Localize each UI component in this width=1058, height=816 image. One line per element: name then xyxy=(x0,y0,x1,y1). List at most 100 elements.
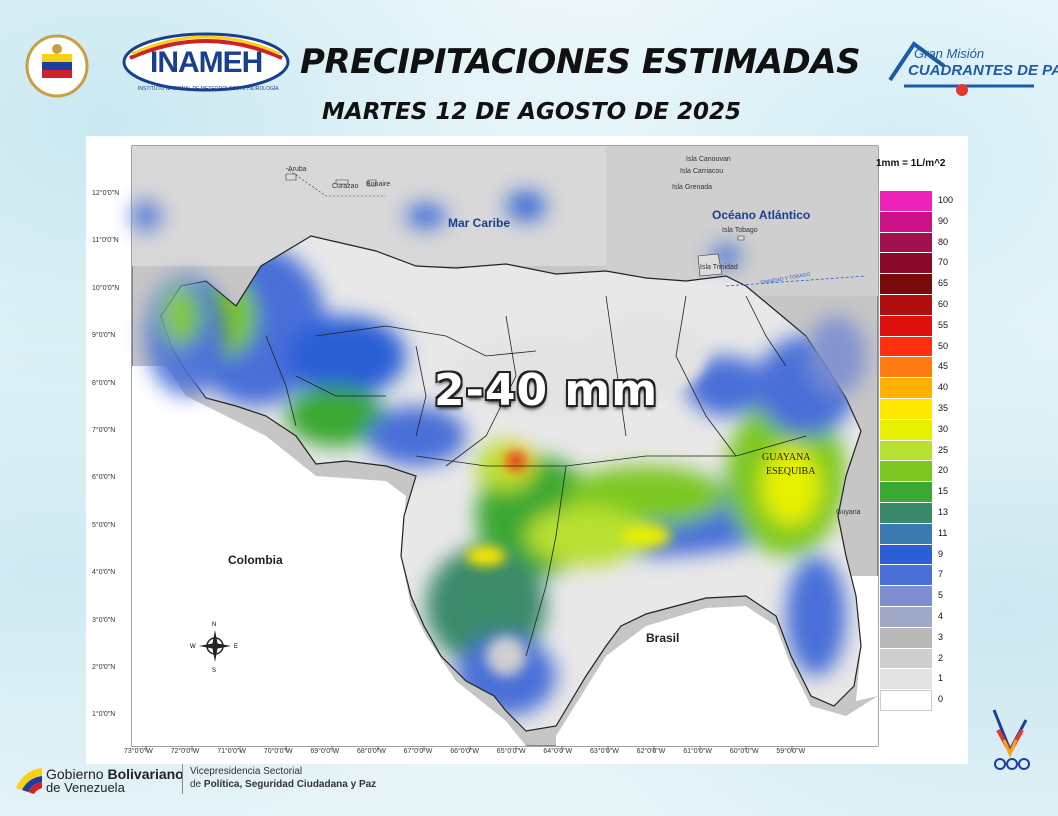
legend-label: 55 xyxy=(938,319,949,330)
legend-swatch xyxy=(880,482,932,503)
page-title: PRECIPITACIONES ESTIMADAS xyxy=(300,42,861,82)
legend-swatch xyxy=(880,648,932,670)
legend-swatch xyxy=(880,357,932,379)
footer-government: Gobierno Bolivariano de Venezuela Vicepr… xyxy=(14,760,394,800)
inameh-logo: INAMEH INSTITUTO NACIONAL DE METEOROLOGÍ… xyxy=(120,28,292,94)
legend-label: 4 xyxy=(938,610,944,621)
legend-label: 15 xyxy=(938,486,949,497)
legend-label: 80 xyxy=(938,236,949,247)
legend-item: 90 xyxy=(880,211,964,233)
legend-item: 13 xyxy=(880,502,964,524)
legend-label: 7 xyxy=(938,569,944,580)
legend-label: 25 xyxy=(938,444,949,455)
latitude-tick-label: 2°0'0"N xyxy=(92,664,116,671)
longitude-tick-label: 72°0'0"W xyxy=(170,748,200,755)
legend-swatch xyxy=(880,294,932,316)
legend-item: 9 xyxy=(880,544,964,566)
legend-item: 100 xyxy=(880,191,964,212)
legend-item: 15 xyxy=(880,482,964,503)
legend-label: 20 xyxy=(938,465,949,476)
latitude-tick-label: 5°0'0"N xyxy=(92,521,116,529)
legend-swatch xyxy=(880,253,932,275)
legend-item: 35 xyxy=(880,398,964,420)
longitude-tick-label: 68°0'0"W xyxy=(357,748,386,755)
vice-line2: de Política, Seguridad Ciudadana y Paz xyxy=(190,779,377,790)
legend-swatch xyxy=(880,398,932,420)
legend-item: 60 xyxy=(880,294,964,316)
legend-swatch xyxy=(880,191,932,212)
legend-item: 20 xyxy=(880,461,964,483)
latitude-tick-label: 10°0'0"N xyxy=(92,284,120,292)
latitude-tick-label: 1°0'0"N xyxy=(92,711,116,719)
legend-swatch xyxy=(880,690,932,711)
inameh-logo-text: INAMEH xyxy=(150,46,263,79)
legend-swatch xyxy=(880,232,932,254)
legend-swatch xyxy=(880,544,932,566)
legend-item: 5 xyxy=(880,586,964,607)
label-esequiba: ESEQUIBA xyxy=(766,466,816,477)
vice-line1: Vicepresidencia Sectorial xyxy=(190,766,303,777)
legend-item: 80 xyxy=(880,232,964,254)
precipitation-map: 1mm = 1L/m^2 xyxy=(86,136,968,764)
legend-item: 55 xyxy=(880,315,964,337)
longitude-tick-label: 67°0'0"W xyxy=(403,748,433,755)
latitude-tick-label: 6°0'0"N xyxy=(92,474,116,482)
longitude-tick-label: 63°0'0"W xyxy=(590,748,619,755)
legend-swatch xyxy=(880,565,932,587)
unit-label: 1mm = 1L/m^2 xyxy=(876,158,946,169)
legend-item: 25 xyxy=(880,440,964,462)
latitude-tick-label: 4°0'0"N xyxy=(92,569,116,577)
legend-label: 1 xyxy=(938,673,944,684)
longitude-tick-label: 61°0'0"W xyxy=(683,748,712,755)
longitude-tick-label: 65°0'0"W xyxy=(496,748,526,755)
estimate-range-text: 2-40 mm xyxy=(434,365,659,416)
legend-item: 1 xyxy=(880,669,964,691)
longitude-tick-label: 73°0'0"W xyxy=(124,748,153,755)
legend-item: 7 xyxy=(880,565,964,587)
label-curazao: Curazao xyxy=(332,183,359,190)
legend-swatch xyxy=(880,211,932,233)
right-logo-line1: Gran Misión xyxy=(914,46,985,61)
legend-label: 30 xyxy=(938,423,949,434)
page-subtitle: MARTES 12 DE AGOSTO DE 2025 xyxy=(322,99,742,125)
label-oceano-atlantico: Océano Atlántico xyxy=(712,208,811,222)
inameh-logo-subtext: INSTITUTO NACIONAL DE METEOROLOGÍA E HID… xyxy=(138,86,279,92)
compass-rose-icon: N S E W xyxy=(190,622,238,674)
longitude-tick-label: 71°0'0"W xyxy=(217,748,246,755)
legend-item: 40 xyxy=(880,378,964,399)
compass-e: E xyxy=(234,644,238,650)
legend-label: 40 xyxy=(938,382,949,393)
label-isla-trinidad: Isla Trinidad xyxy=(700,264,738,271)
legend-item: 45 xyxy=(880,357,964,379)
label-mar-caribe: Mar Caribe xyxy=(448,216,511,230)
legend-label: 90 xyxy=(938,215,949,226)
latitude-tick-label: 8°0'0"N xyxy=(92,379,116,387)
map-canvas xyxy=(131,145,879,752)
right-logo-line2: CUADRANTES DE PAZ xyxy=(908,62,1058,79)
legend-label: 65 xyxy=(938,278,949,289)
label-isla-canouvan: Isla Canouvan xyxy=(686,156,731,163)
legend-label: 13 xyxy=(938,506,949,517)
longitude-tick-label: 62°0'0"W xyxy=(636,748,666,755)
legend-swatch xyxy=(880,461,932,483)
label-guyana: Guyana xyxy=(836,509,861,516)
latitude-tick-label: 9°0'0"N xyxy=(92,332,116,340)
legend-swatch xyxy=(880,336,932,358)
gov-line2: de Venezuela xyxy=(46,780,125,795)
legend-label: 60 xyxy=(938,298,949,309)
legend-swatch xyxy=(880,274,932,295)
label-isla-carriacou: Isla Carriacou xyxy=(680,168,724,175)
legend-item: 0 xyxy=(880,690,964,711)
legend-item: 70 xyxy=(880,253,964,275)
legend-swatch xyxy=(880,627,932,649)
longitude-tick-label: 60°0'0"W xyxy=(729,748,759,755)
legend-label: 2 xyxy=(938,652,944,663)
legend-label: 5 xyxy=(938,590,944,601)
label-aruba: Aruba xyxy=(288,166,307,173)
legend-swatch xyxy=(880,606,932,628)
longitude-tick-label: 66°0'0"W xyxy=(450,748,479,755)
cuadrantes-de-paz-logo: Gran Misión CUADRANTES DE PAZ xyxy=(884,36,1058,100)
legend-label: 100 xyxy=(938,195,954,205)
label-isla-grenada: Isla Grenada xyxy=(672,184,713,191)
legend-label: 11 xyxy=(938,527,948,538)
